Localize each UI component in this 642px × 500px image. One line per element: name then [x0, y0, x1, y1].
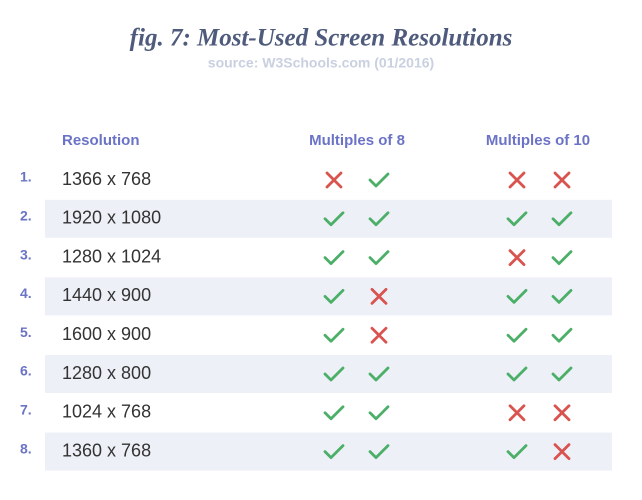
check-stroke [368, 444, 390, 460]
title: fig. 7: Most-Used Screen Resolutions [130, 25, 513, 52]
resolution: 1600 x 900 [62, 324, 151, 344]
cross-stroke [370, 287, 388, 305]
resolution: 1440 x 900 [62, 285, 151, 305]
check-stroke [506, 366, 528, 382]
cross-stroke [553, 171, 571, 189]
rank: 1. [20, 169, 32, 185]
cross-stroke [325, 171, 343, 189]
rank: 3. [20, 246, 32, 262]
resolution: 1024 x 768 [62, 402, 151, 422]
check-icon [368, 444, 390, 460]
resolution: 1920 x 1080 [62, 208, 161, 228]
rank: 5. [20, 324, 32, 340]
check-icon [551, 327, 573, 343]
resolution: 1360 x 768 [62, 440, 151, 460]
cross-stroke [553, 443, 571, 461]
row-band [45, 355, 612, 393]
cross-stroke [553, 404, 571, 422]
check-stroke [506, 327, 528, 343]
check-stroke [506, 288, 528, 304]
check-icon [323, 405, 345, 421]
source: source: W3Schools.com (01/2016) [208, 55, 434, 71]
cross-icon [553, 443, 571, 461]
cross-icon [370, 326, 388, 344]
row-band [45, 432, 612, 471]
cross-stroke [508, 404, 526, 422]
check-icon [368, 250, 390, 266]
check-stroke [323, 366, 345, 382]
check-icon [323, 444, 345, 460]
cross-icon [508, 171, 526, 189]
check-icon [506, 288, 528, 304]
check-stroke [323, 405, 345, 421]
check-stroke [368, 405, 390, 421]
check-stroke [323, 211, 345, 227]
cross-icon [553, 404, 571, 422]
cross-icon [325, 171, 343, 189]
check-icon [506, 211, 528, 227]
check-stroke [323, 444, 345, 460]
column-header: Resolution [62, 132, 140, 149]
check-icon [551, 250, 573, 266]
rank: 8. [20, 440, 32, 456]
column-header: Multiples of 8 [309, 132, 405, 149]
check-stroke [551, 327, 573, 343]
check-icon [506, 327, 528, 343]
check-icon [323, 288, 345, 304]
check-icon [368, 172, 390, 188]
check-icon [506, 444, 528, 460]
row-band [45, 199, 612, 238]
check-stroke [368, 211, 390, 227]
column-header: Multiples of 10 [486, 132, 590, 149]
rank: 6. [20, 363, 32, 379]
cross-stroke [508, 249, 526, 267]
check-icon [368, 211, 390, 227]
resolution: 1366 x 768 [62, 169, 151, 189]
rank: 2. [20, 208, 32, 224]
check-stroke [323, 250, 345, 266]
check-stroke [323, 327, 345, 343]
check-stroke [368, 250, 390, 266]
check-icon [368, 366, 390, 382]
check-stroke [506, 444, 528, 460]
check-stroke [368, 366, 390, 382]
check-icon [323, 366, 345, 382]
check-icon [368, 405, 390, 421]
cross-stroke [370, 326, 388, 344]
resolution: 1280 x 1024 [62, 246, 161, 266]
check-icon [506, 366, 528, 382]
rank: 7. [20, 402, 32, 418]
rank: 4. [20, 285, 32, 301]
check-stroke [551, 211, 573, 227]
check-stroke [368, 172, 390, 188]
check-stroke [551, 250, 573, 266]
row-band [45, 277, 612, 316]
check-stroke [551, 288, 573, 304]
check-icon [551, 211, 573, 227]
cross-icon [553, 171, 571, 189]
check-icon [323, 250, 345, 266]
check-stroke [506, 211, 528, 227]
cross-icon [508, 249, 526, 267]
check-icon [551, 366, 573, 382]
check-icon [551, 288, 573, 304]
check-stroke [551, 366, 573, 382]
cross-icon [508, 404, 526, 422]
check-icon [323, 211, 345, 227]
cross-icon [370, 287, 388, 305]
check-stroke [323, 288, 345, 304]
cross-stroke [508, 171, 526, 189]
resolution: 1280 x 800 [62, 363, 151, 383]
check-icon [323, 327, 345, 343]
